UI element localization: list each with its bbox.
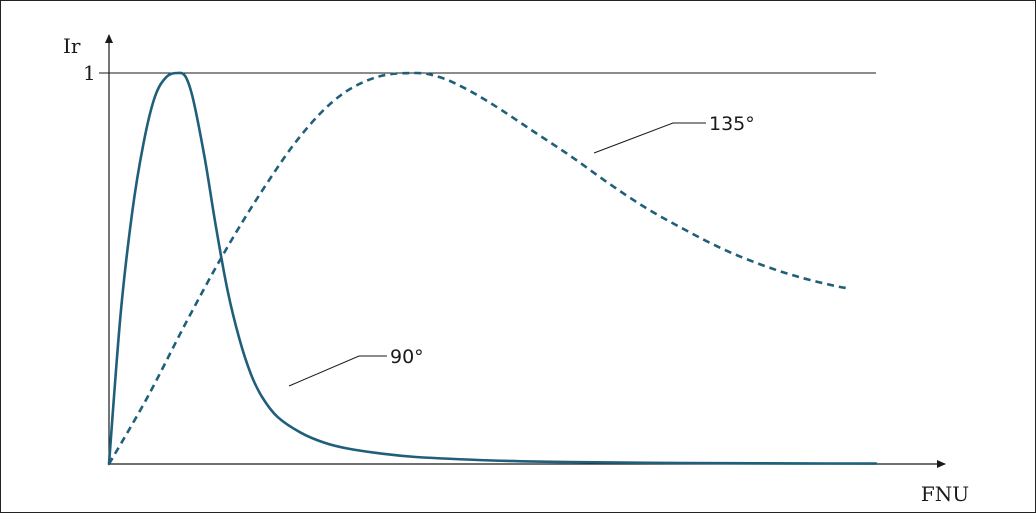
series-label-90: 90° bbox=[390, 346, 424, 368]
x-axis-label: FNU bbox=[921, 482, 969, 506]
series-line-90 bbox=[107, 71, 878, 466]
leader-line-90 bbox=[288, 355, 387, 387]
series-group bbox=[107, 71, 878, 466]
series-label-135: 135° bbox=[709, 113, 755, 135]
series-line-135 bbox=[107, 71, 850, 465]
y-axis-label: Ir bbox=[63, 34, 81, 58]
labels-group: Ir FNU 1 90° 135° bbox=[63, 34, 969, 506]
y-tick-label: 1 bbox=[83, 61, 96, 85]
leader-line-135 bbox=[593, 122, 706, 154]
